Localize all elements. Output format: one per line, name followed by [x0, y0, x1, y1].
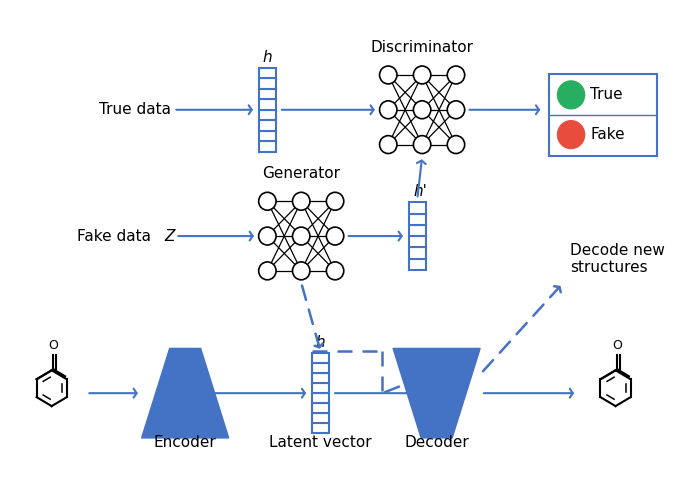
Bar [408, 213, 426, 225]
Circle shape [379, 66, 397, 84]
Bar [312, 364, 329, 373]
Bar [312, 413, 329, 423]
Text: True data: True data [99, 102, 171, 117]
Text: Fake: Fake [590, 127, 625, 142]
Bar [408, 236, 426, 247]
Bar [259, 68, 276, 78]
Circle shape [259, 227, 276, 245]
Circle shape [379, 136, 397, 154]
Bar [259, 141, 276, 152]
Circle shape [326, 227, 344, 245]
Circle shape [259, 192, 276, 210]
Bar [259, 78, 276, 88]
Text: h: h [316, 335, 325, 350]
Circle shape [292, 192, 310, 210]
Bar [312, 393, 329, 403]
Circle shape [326, 262, 344, 280]
Bar [408, 258, 426, 270]
Text: h': h' [413, 184, 427, 199]
Bar [312, 423, 329, 433]
Polygon shape [393, 348, 480, 438]
Text: Z: Z [164, 229, 175, 244]
Bar [312, 353, 329, 364]
Bar [259, 88, 276, 99]
Bar [259, 131, 276, 141]
Bar [312, 383, 329, 393]
Circle shape [447, 66, 464, 84]
Text: O: O [49, 339, 58, 352]
Text: Encoder: Encoder [153, 435, 216, 450]
Bar [312, 373, 329, 383]
Text: h: h [262, 49, 272, 65]
Text: Generator: Generator [262, 166, 340, 181]
Circle shape [447, 101, 464, 119]
Bar [408, 202, 426, 213]
Text: Fake data: Fake data [77, 229, 151, 244]
Circle shape [414, 136, 431, 154]
Circle shape [326, 192, 344, 210]
Circle shape [292, 262, 310, 280]
Circle shape [558, 81, 584, 109]
Circle shape [414, 101, 431, 119]
Circle shape [379, 101, 397, 119]
Circle shape [259, 262, 276, 280]
Circle shape [558, 121, 584, 149]
Text: Latent vector: Latent vector [269, 435, 372, 450]
Text: Discriminator: Discriminator [371, 40, 473, 55]
Text: O: O [612, 339, 622, 352]
Bar [259, 99, 276, 110]
Bar [408, 225, 426, 236]
Text: Decoder: Decoder [404, 435, 469, 450]
Text: True: True [590, 87, 623, 102]
Polygon shape [142, 348, 229, 438]
Bar [408, 247, 426, 258]
Circle shape [447, 136, 464, 154]
Bar [259, 121, 276, 131]
Bar [312, 403, 329, 413]
Circle shape [414, 66, 431, 84]
FancyBboxPatch shape [549, 74, 657, 156]
Circle shape [292, 227, 310, 245]
Text: Decode new
structures: Decode new structures [570, 243, 665, 275]
Bar [259, 110, 276, 121]
